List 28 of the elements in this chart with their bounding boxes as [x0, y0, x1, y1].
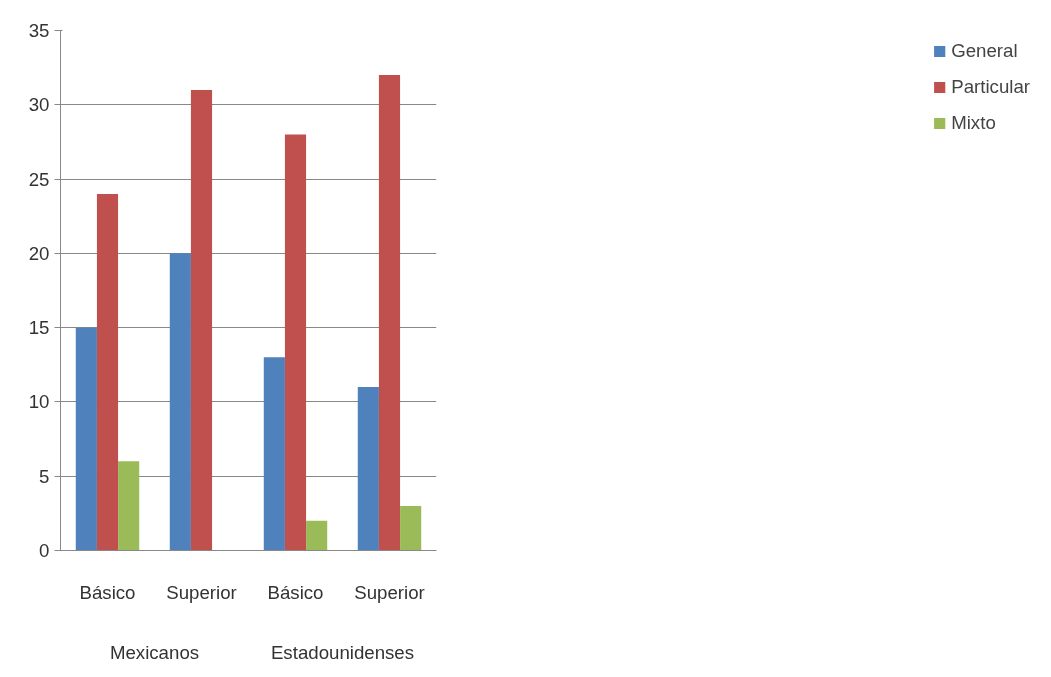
x-tick-label: Básico — [79, 581, 136, 603]
x-tick-label: Básico — [267, 581, 324, 603]
bar — [169, 253, 191, 551]
text: Estadounidenses — [270, 641, 415, 663]
y-tick-label: 30 — [28, 94, 50, 116]
legend-label: General — [951, 40, 1018, 62]
text: Mexicanos — [109, 641, 200, 663]
bar — [284, 134, 307, 551]
bar — [263, 357, 285, 551]
bar — [378, 75, 401, 551]
x-tick-label: Superior — [166, 581, 237, 603]
y-tick-label: 10 — [28, 391, 50, 413]
bar — [357, 387, 379, 551]
y-tick-label: 25 — [28, 168, 50, 190]
y-tick-label: 20 — [28, 242, 50, 264]
legend-label: Mixto — [951, 112, 996, 134]
bar — [118, 461, 140, 551]
legend-label: Particular — [951, 76, 1030, 98]
bar — [75, 327, 97, 551]
x-tick-label: Superior — [354, 581, 425, 603]
y-tick-label: 35 — [28, 20, 50, 41]
y-tick-label: 15 — [28, 317, 50, 339]
bar — [190, 89, 213, 551]
bar — [306, 520, 328, 551]
y-tick-label: 5 — [39, 465, 50, 487]
bar — [400, 505, 422, 551]
y-tick-label: 0 — [39, 540, 50, 561]
bar — [96, 193, 119, 551]
